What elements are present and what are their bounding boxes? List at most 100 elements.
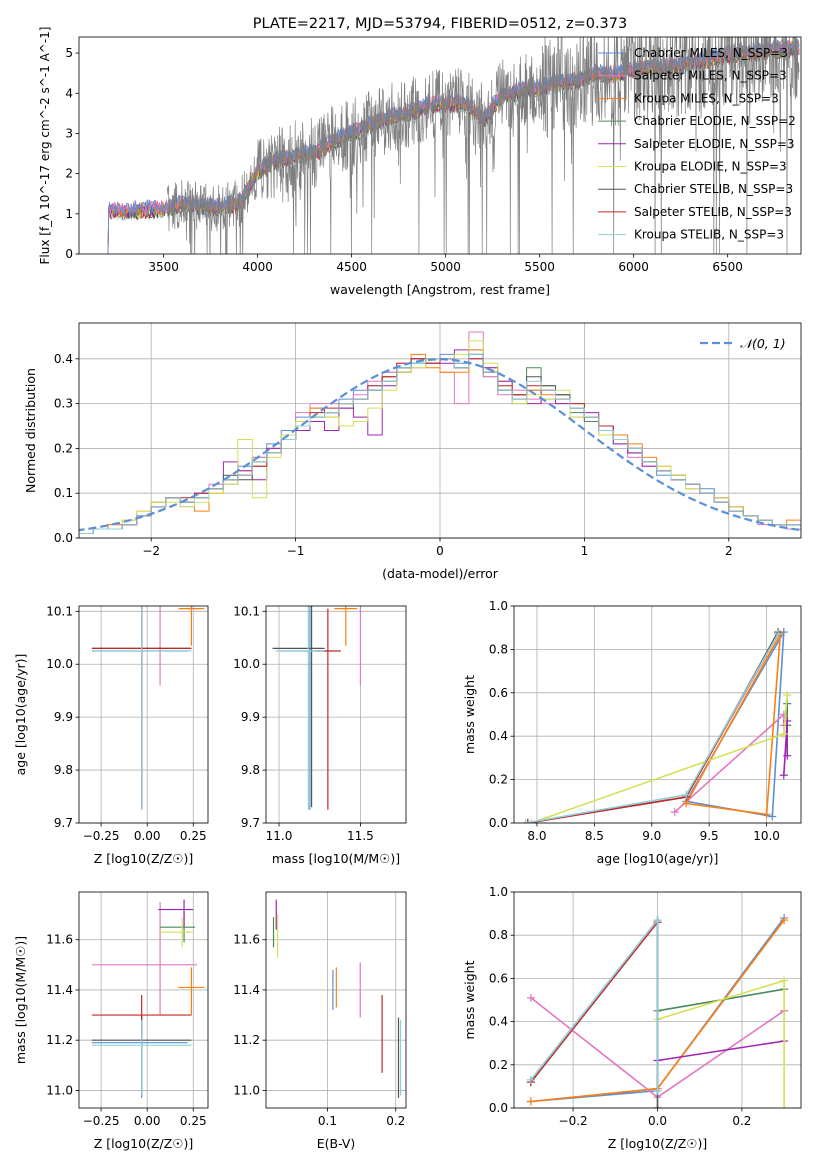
- error-bar: [275, 606, 325, 810]
- y-tick-label: 10.1: [46, 604, 73, 618]
- error-bar: [160, 566, 193, 603]
- y-tick-label: 0.4: [489, 729, 508, 743]
- weight-marker: [526, 993, 535, 1002]
- y-tick-label: 0.3: [54, 397, 73, 411]
- x-tick-label: 9.0: [642, 829, 661, 843]
- weight-marker: [768, 812, 777, 821]
- legend-entry: Chabrier ELODIE, N_SSP=2: [634, 114, 796, 128]
- y-tick-label: 11.2: [46, 1033, 73, 1047]
- y-axis-label: mass [log10(M/M☉)]: [13, 936, 28, 1064]
- y-tick-label: 0.4: [54, 352, 73, 366]
- mass-reddening-panel: 0.1 0.2 11.0 11.2 11.4 11.6 E(B-V): [233, 891, 407, 1151]
- y-tick-label: 0.1: [54, 486, 73, 500]
- error-bar: [159, 606, 161, 686]
- legend-entry: Salpeter STELIB, N_SSP=3: [634, 205, 792, 219]
- x-axis-label: Z [log10(Z/Z☉)]: [94, 851, 194, 866]
- x-tick-label: 6000: [618, 260, 649, 274]
- residual-histogram-panel: −2 −1 0 1 2 0.0 0.1 0.2 0.3 0.4 (data-model)/error…: [23, 322, 802, 581]
- x-tick-label: −1: [287, 544, 305, 558]
- plot-frame: [265, 891, 407, 1109]
- x-tick-label: 6500: [712, 260, 743, 274]
- x-tick-label: 0.2: [386, 1114, 405, 1128]
- legend-entry: Chabrier STELIB, N_SSP=3: [634, 182, 793, 196]
- error-bar: [160, 564, 195, 606]
- age-mass-panel: 11.0 11.5 9.7 9.8 9.9 10.0 10.1 mass [log10(M/M…: [233, 604, 407, 866]
- spectrum-title: PLATE=2217, MJD=53794, FIBERID=0512, z=0…: [253, 16, 627, 32]
- weight-marker: [780, 916, 789, 925]
- legend-entry: Salpeter MILES, N_SSP=3: [634, 69, 787, 83]
- x-axis-label: E(B-V): [317, 1136, 356, 1151]
- error-bar: [91, 1017, 188, 1098]
- x-axis-label: mass [log10(M/M☉)]: [272, 851, 400, 866]
- x-tick-label: 0.2: [732, 1114, 751, 1128]
- y-tick-label: 11.6: [233, 933, 260, 947]
- y-axis-label: age [log10(age/yr)]: [13, 654, 28, 776]
- weight-marker: [670, 808, 679, 817]
- x-tick-label: 4000: [242, 260, 273, 274]
- y-tick-label: 0.0: [489, 1101, 508, 1115]
- y-tick-label: 1.0: [489, 599, 508, 613]
- weight-marker: [682, 790, 691, 799]
- error-bar: [158, 899, 194, 928]
- y-tick-label: 11.0: [46, 1083, 73, 1097]
- error-bar: [91, 902, 197, 1016]
- error-bar: [160, 917, 194, 948]
- y-tick-label: 10.1: [233, 604, 260, 618]
- weight-line: [657, 1040, 785, 1062]
- error-bar: [91, 1020, 192, 1096]
- legend-entry: Kroupa STELIB, N_SSP=3: [634, 228, 784, 242]
- error-bar: [160, 912, 196, 943]
- error-bar: [334, 606, 358, 646]
- x-axis-label: wavelength [Angstrom, rest frame]: [330, 282, 550, 297]
- mass-weight-metallicity-panel: −0.2 0.0 0.2 0.0 0.2 0.4 0.6 0.8 1.0 Z [log10(Z/Z…: [462, 885, 802, 1151]
- weight-marker: [526, 1097, 535, 1106]
- x-tick-label: −2: [142, 544, 160, 558]
- y-tick-label: 0.0: [54, 531, 73, 545]
- x-tick-label: 0.00: [134, 829, 161, 843]
- normal-curve: [79, 358, 801, 532]
- x-axis-label: (data-model)/error: [382, 566, 499, 581]
- error-bar: [91, 606, 192, 810]
- weight-marker: [774, 630, 783, 639]
- y-tick-label: 9.9: [241, 710, 260, 724]
- y-tick-label: 9.7: [241, 816, 260, 830]
- plot-frame: [265, 605, 407, 824]
- y-tick-label: 11.4: [233, 983, 260, 997]
- x-tick-label: 0: [436, 544, 444, 558]
- x-tick-label: 3500: [148, 260, 179, 274]
- legend: Chabrier MILES, N_SSP=3 Salpeter MILES, N…: [598, 46, 796, 242]
- mass-metallicity-panel: −0.25 0.00 0.25 11.0 11.2 11.4 11.6 Z [log10(Z/…: [13, 891, 209, 1151]
- y-axis-label: Flux [f_λ 10^-17 erg cm^-2 s^-1 A^-1]: [38, 27, 52, 265]
- y-tick-label: 11.2: [233, 1033, 260, 1047]
- error-bar: [178, 967, 205, 1016]
- x-tick-label: −0.25: [83, 1114, 120, 1128]
- weight-line: [527, 633, 779, 823]
- weight-marker: [783, 690, 792, 699]
- y-tick-label: 11.0: [233, 1083, 260, 1097]
- x-tick-label: 1: [581, 544, 589, 558]
- x-tick-label: −0.2: [559, 1114, 588, 1128]
- x-tick-label: −0.25: [83, 829, 120, 843]
- x-tick-label: 0.0: [648, 1114, 667, 1128]
- weight-marker: [653, 1104, 662, 1108]
- legend-entry: Chabrier MILES, N_SSP=3: [634, 46, 788, 60]
- x-axis-label: Z [log10(Z/Z☉)]: [608, 1136, 708, 1151]
- y-tick-label: 0.2: [54, 441, 73, 455]
- y-tick-label: 9.8: [241, 763, 260, 777]
- x-tick-label: 4500: [336, 260, 367, 274]
- weight-marker: [779, 730, 788, 739]
- y-tick-label: 0.8: [489, 642, 508, 656]
- y-tick-label: 0.6: [489, 971, 508, 985]
- y-tick-label: 5: [65, 46, 73, 60]
- weight-marker: [653, 1086, 662, 1095]
- weight-marker: [780, 976, 789, 985]
- plot-frame: [78, 891, 209, 1109]
- weight-lines: [526, 913, 789, 1108]
- spectrum-plot-area: [107, 37, 800, 254]
- spectrum-panel: 3500 4000 4500 5000 5500 6000 6500 0 1 2 3 4 5 PLATE=…: [38, 16, 802, 297]
- y-tick-label: 11.4: [46, 983, 73, 997]
- x-tick-label: 0.25: [180, 829, 207, 843]
- weight-lines: [521, 628, 792, 823]
- y-axis-label: mass weight: [462, 960, 477, 1039]
